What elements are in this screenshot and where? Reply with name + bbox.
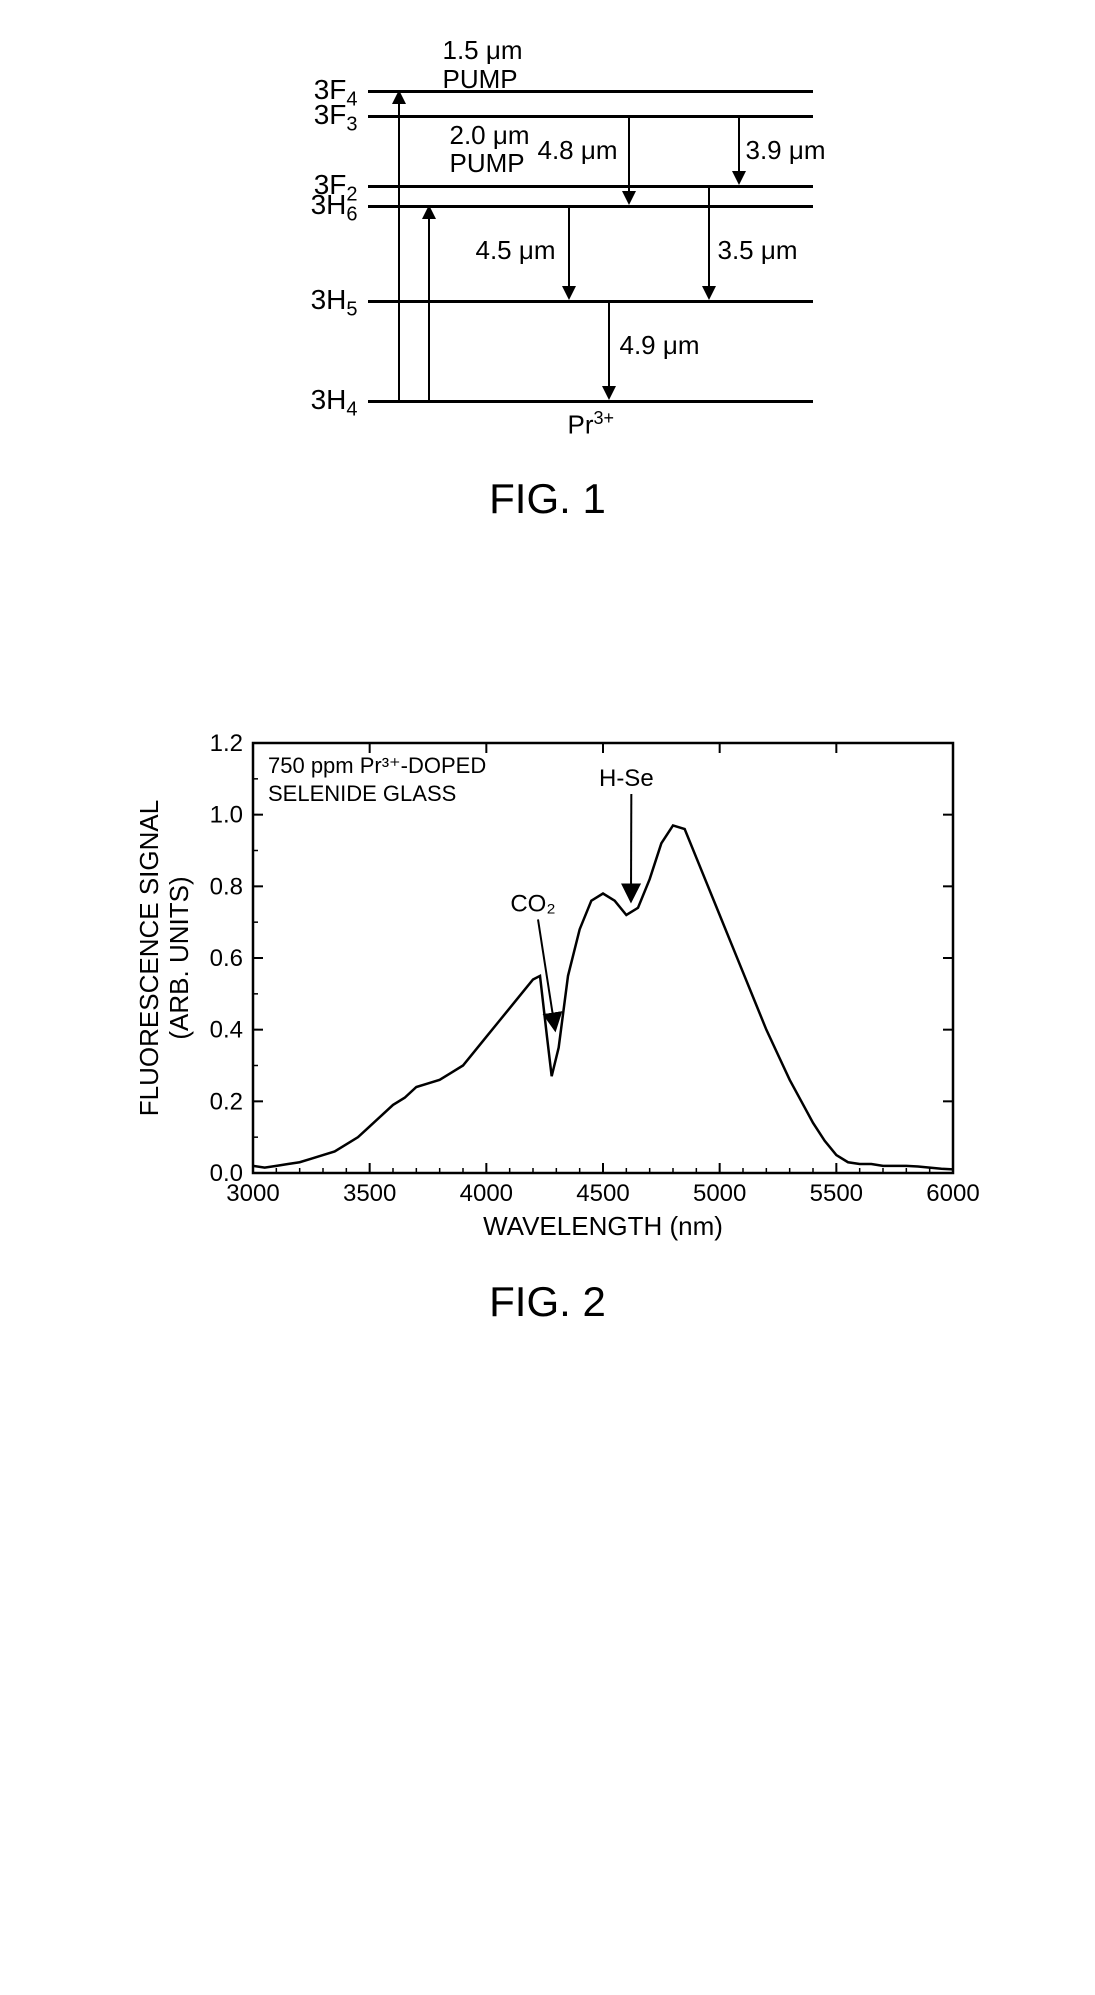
- transition-arrow-1: [738, 115, 741, 173]
- transition-label-2: 4.5 μm: [476, 235, 556, 266]
- ytick-label: 1.0: [209, 802, 242, 829]
- transition-arrow-3: [708, 185, 711, 288]
- chart-title-line2: SELENIDE GLASS: [268, 781, 456, 806]
- energy-level-3F3: [368, 115, 813, 118]
- ylabel-line1: FLUORESCENCE SIGNAL: [134, 800, 164, 1116]
- ylabel-line2: (ARB. UNITS): [164, 876, 194, 1039]
- fig1-caption: FIG. 1: [489, 475, 606, 523]
- energy-level-3H5: [368, 300, 813, 303]
- annotation-1: H-Se: [598, 765, 653, 792]
- pump-arrow-pump15: [398, 92, 401, 400]
- ytick-label: 0.6: [209, 945, 242, 972]
- transition-arrowhead-1: [732, 171, 746, 185]
- figure-1: 1.5 μmPUMP3F43F33F23H63H53H42.0 μmPUMP4.…: [40, 40, 1055, 523]
- fluorescence-chart: 0.00.20.40.60.81.01.23000350040004500500…: [113, 723, 983, 1263]
- plot-border: [253, 743, 953, 1173]
- level-label-3F3: 3F3: [298, 99, 358, 137]
- transition-label-0: 4.8 μm: [538, 135, 618, 166]
- energy-level-3F2: [368, 185, 813, 188]
- transition-arrowhead-2: [562, 286, 576, 300]
- fig2-caption: FIG. 2: [489, 1278, 606, 1326]
- xlabel: WAVELENGTH (nm): [483, 1211, 723, 1241]
- xtick-label: 6000: [926, 1180, 979, 1207]
- ytick-label: 0.8: [209, 873, 242, 900]
- annotation-0: CO₂: [510, 890, 555, 917]
- xtick-label: 3000: [226, 1180, 279, 1207]
- ytick-label: 0.2: [209, 1088, 242, 1115]
- xtick-label: 5500: [809, 1180, 862, 1207]
- pump-arrowhead-pump15: [392, 90, 406, 104]
- pump-arrow-pump20: [428, 207, 431, 400]
- pump-2.0um-sublabel: PUMP: [450, 148, 525, 179]
- level-label-3H6: 3H6: [298, 189, 358, 227]
- transition-arrowhead-0: [622, 191, 636, 205]
- xtick-label: 3500: [342, 1180, 395, 1207]
- chart-svg: 0.00.20.40.60.81.01.23000350040004500500…: [113, 723, 983, 1263]
- energy-level-3F4: [368, 90, 813, 93]
- ytick-label: 1.2: [209, 730, 242, 757]
- pump-2.0um-label: 2.0 μm: [450, 120, 530, 151]
- transition-label-1: 3.9 μm: [746, 135, 826, 166]
- pump-1.5um-label: 1.5 μm: [443, 35, 523, 66]
- xtick-label: 4500: [576, 1180, 629, 1207]
- transition-arrow-0: [628, 115, 631, 193]
- fluorescence-curve: [253, 825, 953, 1169]
- energy-level-diagram: 1.5 μmPUMP3F43F33F23H63H53H42.0 μmPUMP4.…: [268, 40, 828, 460]
- annotation-arrow-0: [538, 919, 554, 1022]
- transition-arrow-2: [568, 205, 571, 288]
- xtick-label: 4000: [459, 1180, 512, 1207]
- transition-arrowhead-3: [702, 286, 716, 300]
- transition-arrowhead-4: [602, 386, 616, 400]
- xtick-label: 5000: [692, 1180, 745, 1207]
- transition-arrow-4: [608, 300, 611, 388]
- level-label-3H4: 3H4: [298, 384, 358, 422]
- transition-label-4: 4.9 μm: [620, 330, 700, 361]
- ion-label: Pr3+: [568, 408, 615, 441]
- ytick-label: 0.4: [209, 1017, 242, 1044]
- chart-title-line1: 750 ppm Pr³⁺-DOPED: [268, 753, 486, 778]
- pump-arrowhead-pump20: [422, 205, 436, 219]
- energy-level-3H4: [368, 400, 813, 403]
- transition-label-3: 3.5 μm: [718, 235, 798, 266]
- figure-2: 0.00.20.40.60.81.01.23000350040004500500…: [40, 723, 1055, 1326]
- level-label-3H5: 3H5: [298, 284, 358, 322]
